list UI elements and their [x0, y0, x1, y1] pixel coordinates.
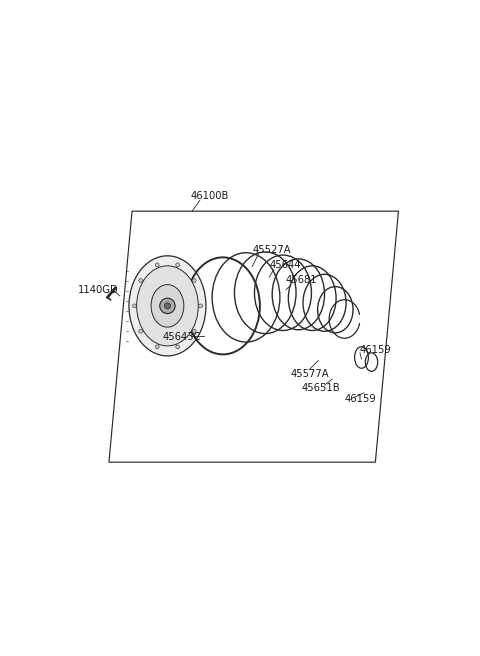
Ellipse shape [192, 279, 196, 283]
Text: 45643C: 45643C [163, 333, 201, 342]
Text: 1140GD: 1140GD [78, 285, 119, 295]
Ellipse shape [139, 329, 143, 333]
Ellipse shape [139, 279, 143, 283]
Ellipse shape [176, 345, 180, 349]
Text: 46100B: 46100B [191, 191, 229, 201]
Ellipse shape [176, 263, 180, 267]
Ellipse shape [192, 329, 196, 333]
Text: 46159: 46159 [360, 345, 392, 355]
Ellipse shape [164, 303, 170, 309]
Text: 45527A: 45527A [252, 245, 291, 255]
Ellipse shape [156, 263, 159, 267]
Text: 46159: 46159 [345, 394, 376, 404]
Ellipse shape [137, 266, 198, 346]
Ellipse shape [160, 298, 175, 314]
Ellipse shape [151, 285, 184, 327]
Text: 45651B: 45651B [301, 383, 340, 393]
Ellipse shape [156, 345, 159, 349]
Text: 45644: 45644 [269, 260, 300, 270]
Ellipse shape [199, 304, 203, 308]
Ellipse shape [129, 256, 206, 356]
Ellipse shape [132, 304, 136, 308]
Text: 45577A: 45577A [291, 369, 329, 379]
Text: 45681: 45681 [286, 276, 318, 285]
